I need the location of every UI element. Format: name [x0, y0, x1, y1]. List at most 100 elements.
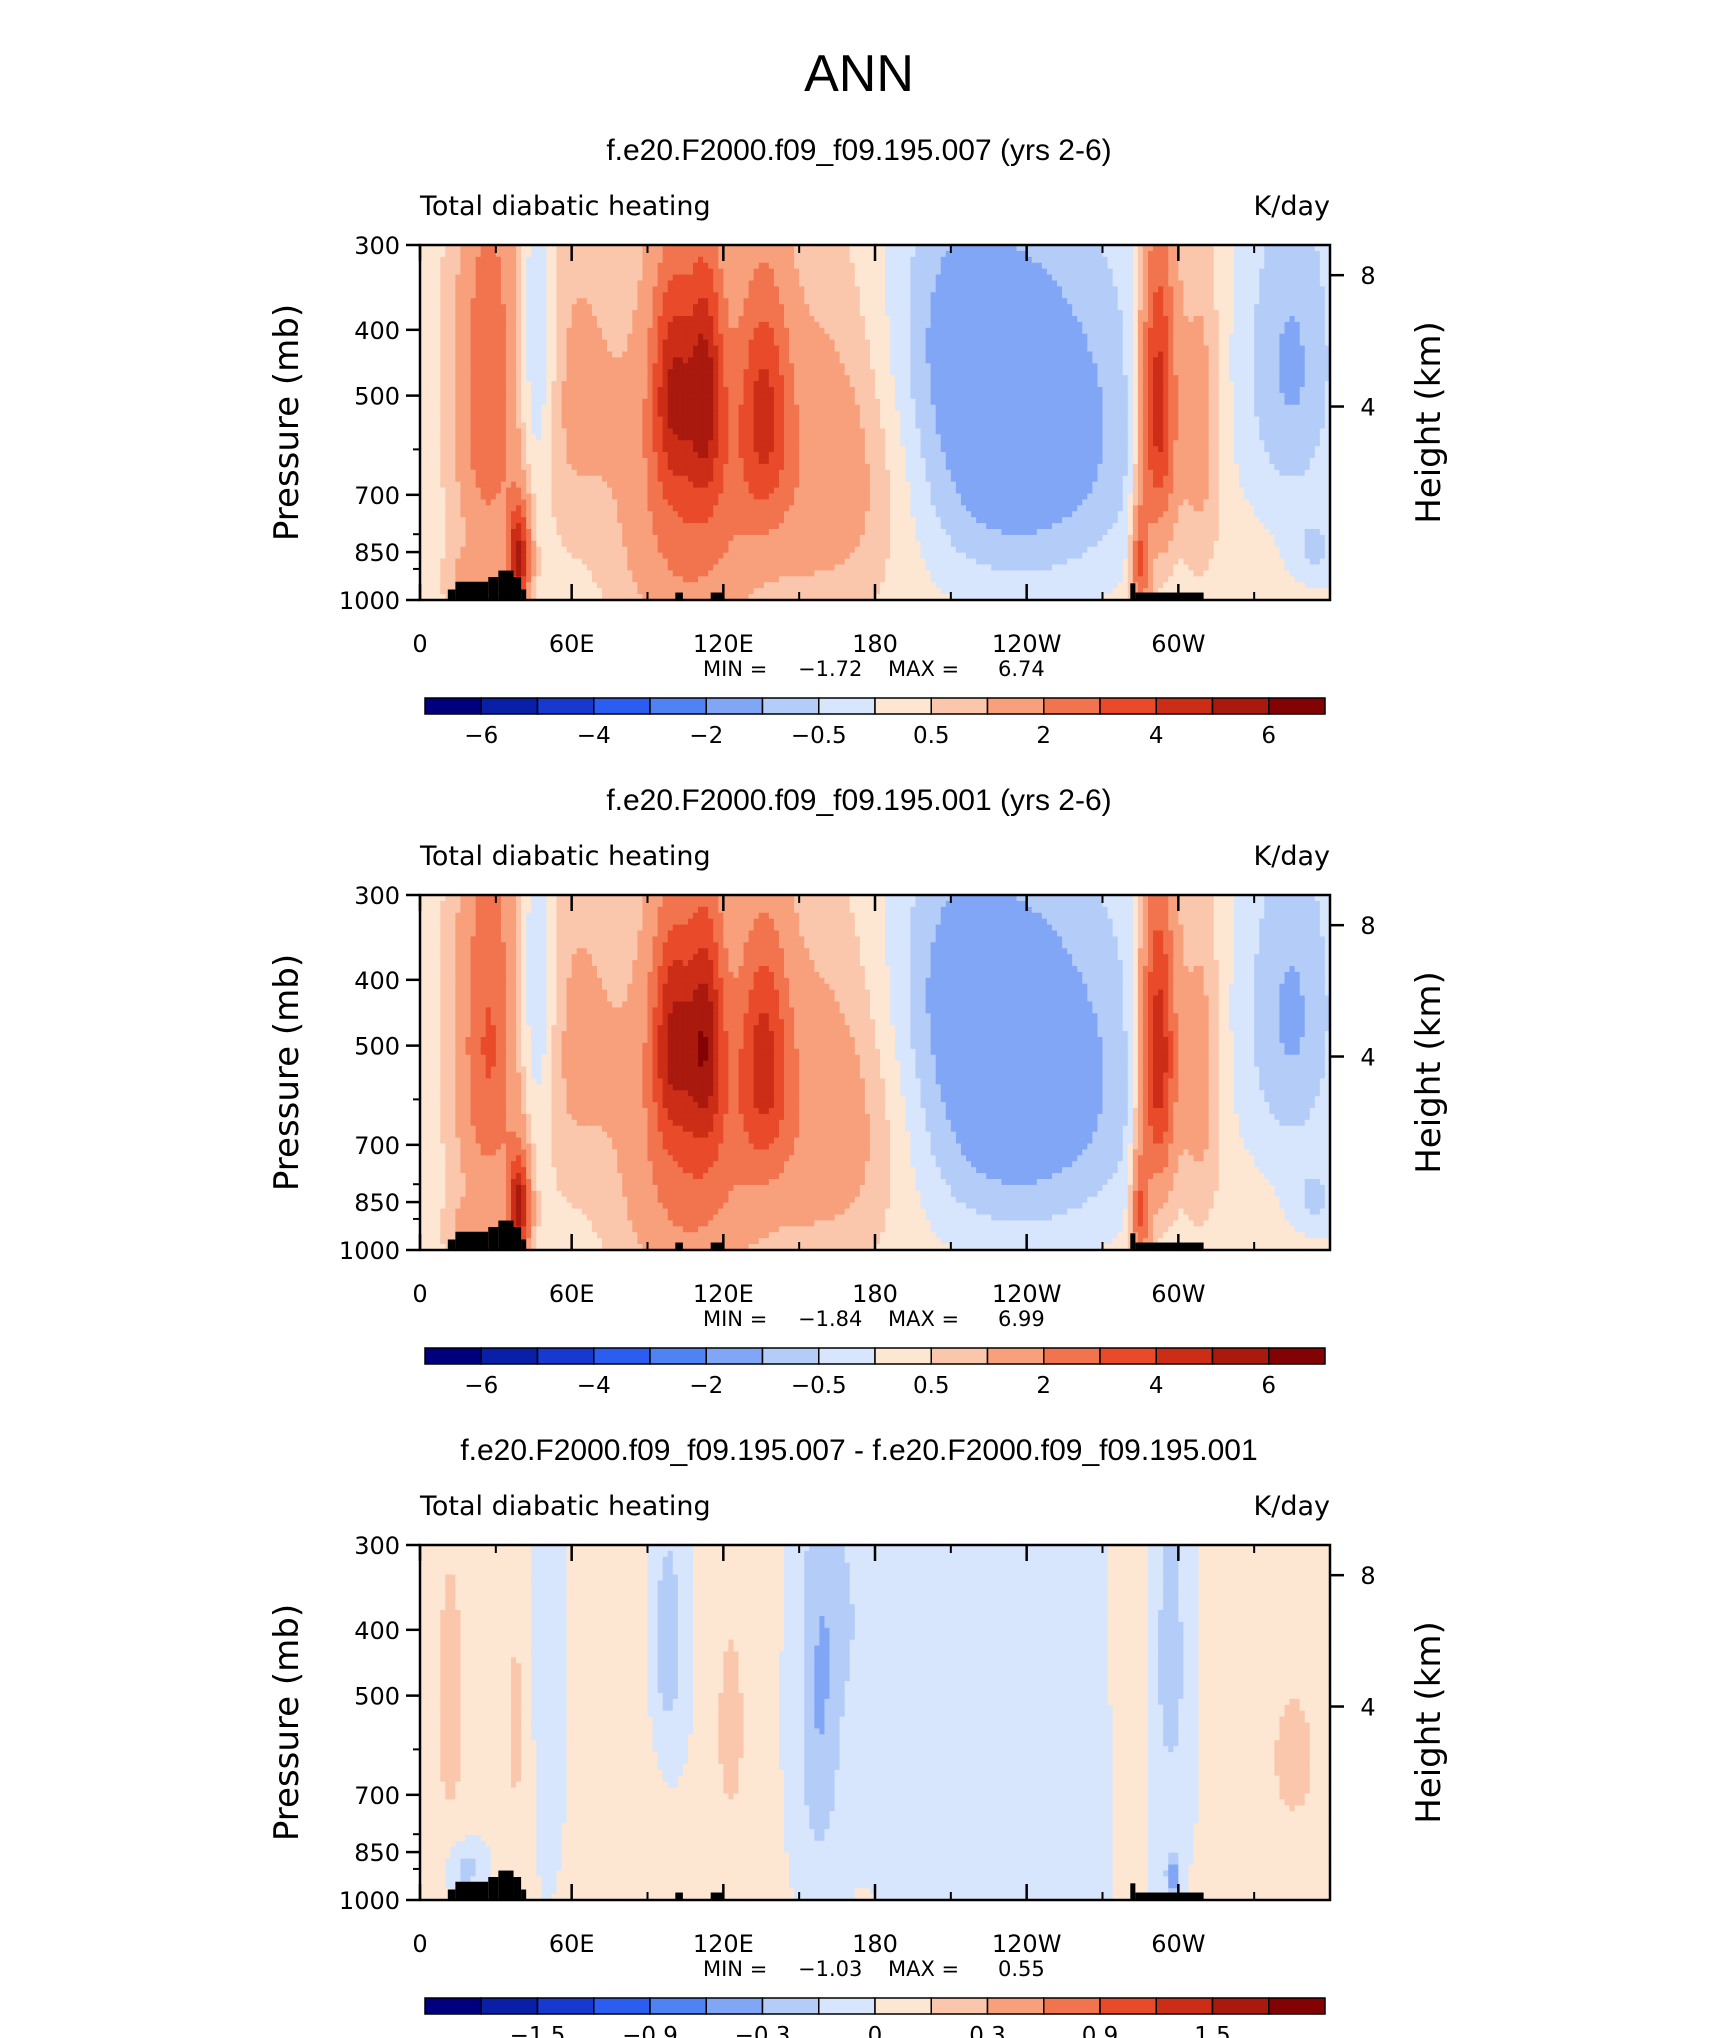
heatmap-cell — [567, 263, 573, 270]
heatmap-cell — [1320, 375, 1326, 382]
heatmap-cell — [516, 263, 522, 270]
heatmap-cell — [1178, 292, 1184, 299]
heatmap-cell — [779, 322, 785, 329]
heatmap-cell — [850, 257, 856, 264]
heatmap-cell — [1047, 251, 1053, 258]
heatmap-cell — [592, 399, 598, 406]
heatmap-cell — [966, 405, 972, 412]
heatmap-cell — [905, 363, 911, 370]
heatmap-cell — [824, 357, 830, 364]
heatmap-cell — [1001, 328, 1007, 335]
heatmap-cell — [824, 405, 830, 412]
heatmap-cell — [668, 269, 674, 276]
heatmap-cell — [1168, 363, 1174, 370]
heatmap-cell — [1032, 346, 1038, 353]
heatmap-cell — [830, 298, 836, 305]
heatmap-cell — [981, 286, 987, 293]
heatmap-cell — [875, 269, 881, 276]
heatmap-cell — [1163, 310, 1169, 317]
heatmap-cell — [946, 328, 952, 335]
heatmap-cell — [486, 286, 492, 293]
heatmap-cell — [597, 322, 603, 329]
heatmap-cell — [946, 310, 952, 317]
heatmap-cell — [1087, 298, 1093, 305]
heatmap-cell — [1320, 387, 1326, 394]
heatmap-cell — [835, 375, 841, 382]
heatmap-cell — [921, 405, 927, 412]
heatmap-cell — [956, 286, 962, 293]
heatmap-cell — [673, 393, 679, 400]
heatmap-cell — [946, 334, 952, 341]
heatmap-cell — [1027, 375, 1033, 382]
heatmap-cell — [592, 393, 598, 400]
heatmap-cell — [455, 286, 461, 293]
heatmap-cell — [875, 363, 881, 370]
heatmap-cell — [531, 393, 537, 400]
heatmap-cell — [511, 322, 517, 329]
heatmap-cell — [1006, 346, 1012, 353]
heatmap-cell — [1279, 257, 1285, 264]
heatmap-cell — [425, 292, 431, 299]
heatmap-cell — [486, 251, 492, 258]
heatmap-cell — [1143, 257, 1149, 264]
heatmap-cell — [764, 346, 770, 353]
heatmap-cell — [698, 269, 704, 276]
heatmap-cell — [622, 310, 628, 317]
heatmap-cell — [946, 357, 952, 364]
heatmap-cell — [1219, 375, 1225, 382]
heatmap-cell — [1017, 399, 1023, 406]
heatmap-cell — [546, 387, 552, 394]
heatmap-cell — [845, 334, 851, 341]
heatmap-cell — [557, 346, 563, 353]
heatmap-cell — [1067, 352, 1073, 359]
heatmap-cell — [617, 393, 623, 400]
heatmap-cell — [991, 340, 997, 347]
heatmap-cell — [632, 387, 638, 394]
heatmap-cell — [1209, 328, 1215, 335]
heatmap-cell — [688, 269, 694, 276]
heatmap-cell — [961, 251, 967, 258]
heatmap-cell — [602, 298, 608, 305]
heatmap-cell — [668, 281, 674, 288]
heatmap-cell — [607, 257, 613, 264]
heatmap-cell — [471, 375, 477, 382]
heatmap-cell — [627, 263, 633, 270]
heatmap-cell — [1315, 304, 1321, 311]
heatmap-cell — [673, 399, 679, 406]
heatmap-cell — [617, 357, 623, 364]
heatmap-cell — [460, 357, 466, 364]
heatmap-cell — [703, 275, 709, 282]
heatmap-cell — [1183, 304, 1189, 311]
heatmap-cell — [840, 304, 846, 311]
heatmap-cell — [536, 257, 542, 264]
heatmap-cell — [991, 328, 997, 335]
heatmap-cell — [921, 257, 927, 264]
heatmap-cell — [1118, 298, 1124, 305]
heatmap-cell — [830, 269, 836, 276]
heatmap-cell — [713, 381, 719, 388]
heatmap-cell — [582, 251, 588, 258]
heatmap-cell — [850, 275, 856, 282]
heatmap-cell — [541, 257, 547, 264]
heatmap-cell — [658, 334, 664, 341]
heatmap-cell — [830, 375, 836, 382]
heatmap-cell — [850, 346, 856, 353]
heatmap-cell — [531, 251, 537, 258]
heatmap-cell — [430, 269, 436, 276]
heatmap-cell — [1310, 310, 1316, 317]
heatmap-cell — [607, 292, 613, 299]
heatmap-cell — [450, 286, 456, 293]
heatmap-cell — [840, 251, 846, 258]
heatmap-cell — [642, 328, 648, 335]
heatmap-cell — [1279, 251, 1285, 258]
heatmap-cell — [1305, 251, 1311, 258]
heatmap-cell — [739, 257, 745, 264]
heatmap-cell — [1097, 363, 1103, 370]
heatmap-cell — [875, 316, 881, 323]
heatmap-cell — [551, 269, 557, 276]
heatmap-cell — [557, 405, 563, 412]
heatmap-cell — [1300, 334, 1306, 341]
heatmap-cell — [506, 286, 512, 293]
heatmap-cell — [1118, 304, 1124, 311]
heatmap-cell — [708, 375, 714, 382]
